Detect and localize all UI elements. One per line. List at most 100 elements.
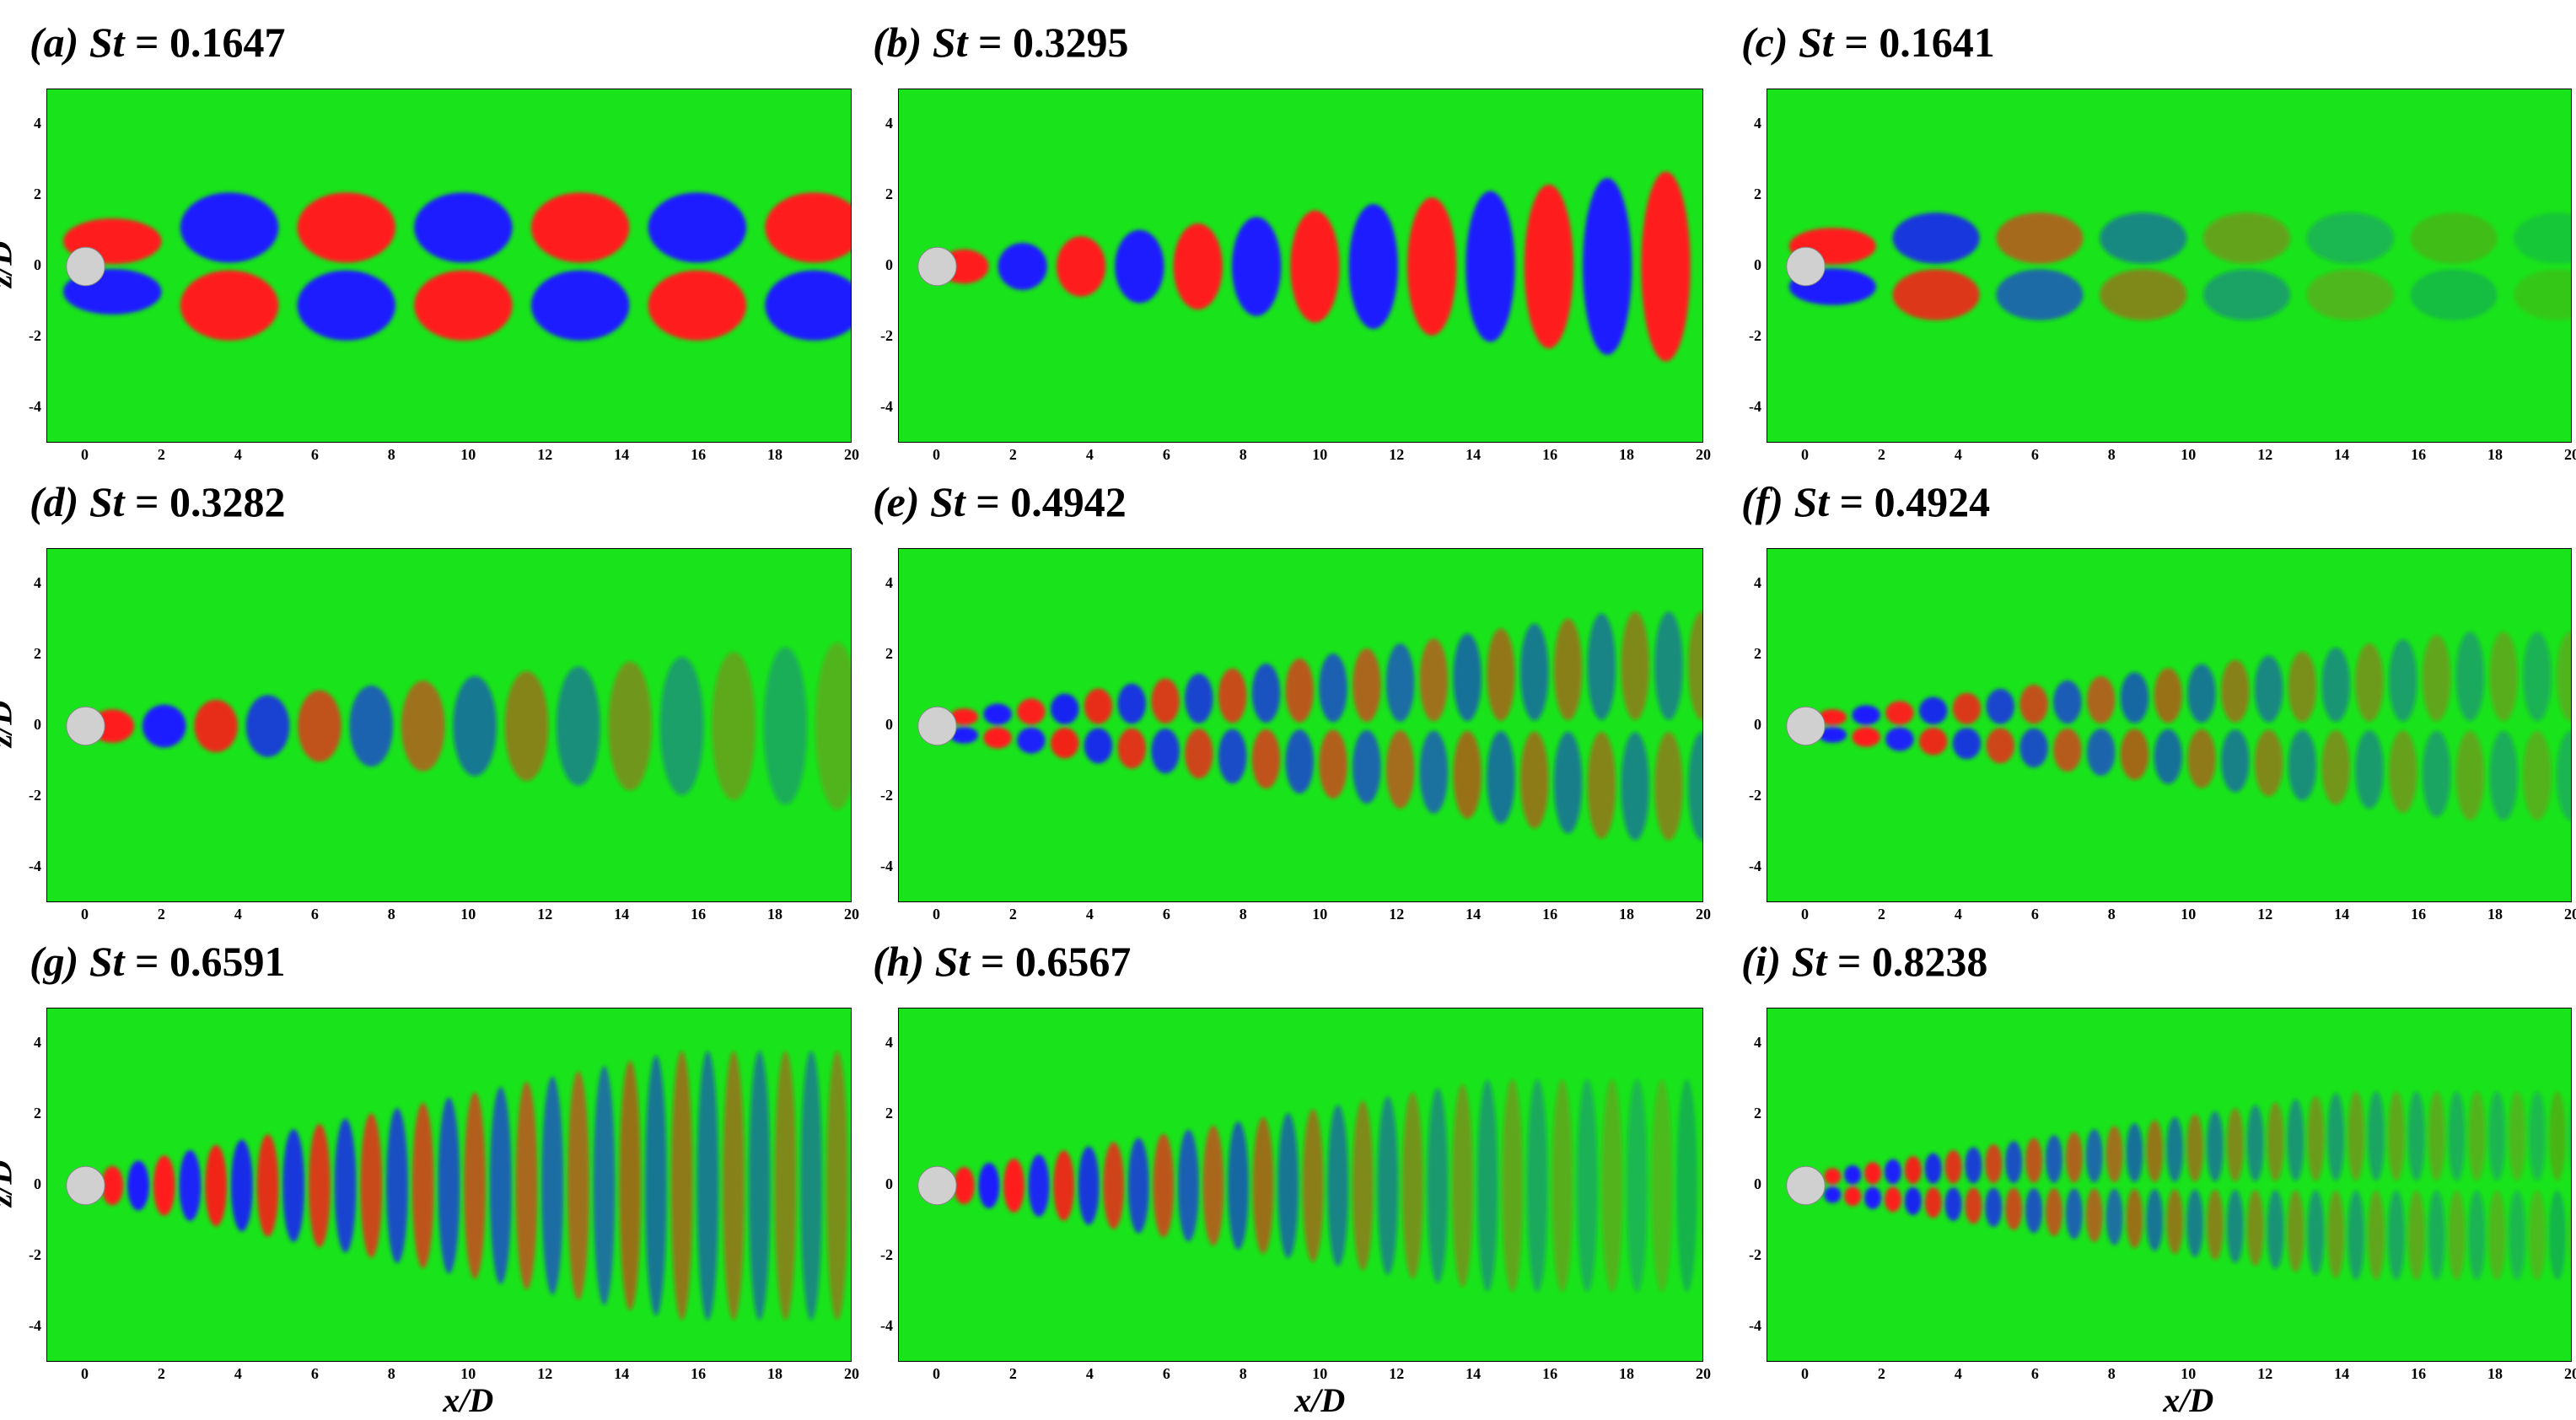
x-tick-label: 20 bbox=[2564, 906, 2576, 922]
vortex-blob bbox=[386, 1108, 408, 1263]
vortex-blob bbox=[696, 1051, 719, 1320]
vortex-blob bbox=[978, 1162, 1000, 1209]
z-tick-label: 4 bbox=[885, 574, 893, 591]
cylinder bbox=[1786, 246, 1826, 287]
vortex-blob bbox=[2321, 729, 2350, 805]
vortex-blob bbox=[411, 1102, 434, 1269]
vortex-blob bbox=[723, 1051, 745, 1320]
x-tick-label: 0 bbox=[1800, 906, 1809, 922]
z-tick-label: 0 bbox=[34, 1175, 41, 1192]
vortex-blob bbox=[1864, 1186, 1882, 1209]
vortex-blob bbox=[2523, 632, 2552, 722]
vortex-blob bbox=[438, 1097, 460, 1274]
vortex-blob bbox=[815, 642, 851, 810]
vortex-blob bbox=[2187, 664, 2216, 723]
x-tick-label: 12 bbox=[1389, 446, 1405, 463]
vortex-blob bbox=[1676, 1079, 1697, 1292]
vortex-blob bbox=[949, 708, 979, 725]
vortex-blob bbox=[1985, 1187, 2003, 1228]
vortex-blob bbox=[983, 703, 1012, 725]
z-tick-label: 2 bbox=[885, 186, 893, 202]
vortex-blob bbox=[1050, 693, 1079, 724]
x-tick-label: 10 bbox=[1312, 1365, 1328, 1382]
vortex-blob bbox=[2086, 676, 2116, 723]
vortex-blob bbox=[1621, 732, 1649, 841]
z-tick-label: 0 bbox=[885, 1175, 893, 1192]
strouhal-symbol: St bbox=[89, 19, 125, 66]
vortex-blob bbox=[2387, 1091, 2405, 1181]
x-tick-label: 12 bbox=[2257, 1365, 2273, 1382]
vortex-blob bbox=[2389, 730, 2417, 813]
vortex-blob bbox=[2448, 1091, 2466, 1181]
equals-sign: = bbox=[1829, 478, 1874, 525]
cylinder bbox=[917, 246, 957, 287]
x-tick-label: 16 bbox=[691, 906, 707, 922]
strouhal-value: 0.6567 bbox=[1014, 938, 1132, 985]
vortex-blob bbox=[1852, 727, 1880, 747]
vortex-blob bbox=[648, 270, 747, 341]
z-tick-label: 4 bbox=[885, 115, 893, 132]
z-tick-label: -4 bbox=[880, 398, 893, 415]
panel-letter: (b) bbox=[873, 19, 922, 66]
vortex-blob bbox=[1924, 1187, 1942, 1218]
x-tick-label: 8 bbox=[2107, 906, 2116, 922]
z-tick-label: 2 bbox=[1754, 186, 1761, 202]
vortex-blob bbox=[557, 666, 600, 786]
vortex-blob bbox=[2528, 1091, 2546, 1181]
vortex-blob bbox=[2154, 668, 2182, 723]
z-tick-label: 2 bbox=[34, 186, 41, 202]
vortex-blob bbox=[142, 704, 186, 748]
contour-svg bbox=[899, 1009, 1702, 1361]
panel-c: (c) St = 0.1641 4 2 0 -2 -4 0 2 4 6 8 10 12 14 16 18 20 bbox=[1720, 17, 2576, 493]
vortex-blob bbox=[1654, 732, 1683, 841]
vortex-blob bbox=[1904, 1186, 1922, 1215]
vortex-blob bbox=[2288, 651, 2317, 723]
vortex-blob bbox=[670, 1051, 693, 1320]
vortex-blob bbox=[1056, 236, 1106, 297]
z-tick-label: 4 bbox=[34, 1034, 41, 1051]
vortex-blob bbox=[101, 1165, 124, 1206]
vortex-blob bbox=[1520, 623, 1549, 721]
vortex-blob bbox=[1251, 663, 1281, 723]
vortex-blob bbox=[1251, 729, 1281, 789]
strouhal-symbol: St bbox=[89, 478, 125, 525]
cylinder bbox=[1786, 706, 1826, 746]
panel-letter: (d) bbox=[30, 478, 79, 525]
x-tick-label: 2 bbox=[157, 906, 165, 922]
vortex-blob bbox=[2187, 729, 2216, 788]
x-tick-label: 10 bbox=[1312, 906, 1328, 922]
vortex-blob bbox=[1553, 731, 1583, 834]
x-tick-label: 16 bbox=[691, 1365, 707, 1382]
vortex-blob bbox=[712, 652, 756, 800]
vortex-blob bbox=[2306, 269, 2394, 320]
z-tick-label: -2 bbox=[29, 787, 41, 804]
x-tick-label: 4 bbox=[1085, 906, 1094, 922]
panel-title: (b) St = 0.3295 bbox=[873, 17, 1129, 67]
x-tick-label: 4 bbox=[234, 906, 242, 922]
z-tick-label: -4 bbox=[880, 1317, 893, 1334]
vortex-blob bbox=[2246, 1190, 2264, 1267]
x-tick-label: 12 bbox=[537, 446, 553, 463]
vortex-blob bbox=[1084, 728, 1113, 764]
x-tick-label: 2 bbox=[1877, 446, 1885, 463]
vortex-structures bbox=[1818, 632, 2571, 820]
x-tick-label: 8 bbox=[387, 906, 395, 922]
vortex-blob bbox=[1419, 730, 1449, 814]
x-tick-label: 6 bbox=[2030, 446, 2039, 463]
x-tick-label: 12 bbox=[537, 1365, 553, 1382]
z-tick-label: -2 bbox=[880, 327, 893, 344]
vortex-blob bbox=[2105, 1126, 2123, 1183]
vortex-blob bbox=[1952, 692, 1982, 724]
z-tick-label: 2 bbox=[1754, 645, 1761, 662]
equals-sign: = bbox=[970, 938, 1015, 985]
vortex-blob bbox=[765, 270, 851, 341]
x-tick-label: 8 bbox=[387, 1365, 395, 1382]
vortex-blob bbox=[1487, 628, 1515, 721]
vortex-blob bbox=[1944, 1149, 1962, 1184]
contour-plot bbox=[1767, 1008, 2572, 1362]
z-tick-label: -4 bbox=[880, 858, 893, 874]
z-tick-label: -2 bbox=[1749, 1246, 1761, 1263]
vortex-blob bbox=[1252, 1116, 1274, 1255]
x-tick-label: 18 bbox=[767, 906, 783, 922]
x-tick-label: 20 bbox=[844, 446, 859, 463]
